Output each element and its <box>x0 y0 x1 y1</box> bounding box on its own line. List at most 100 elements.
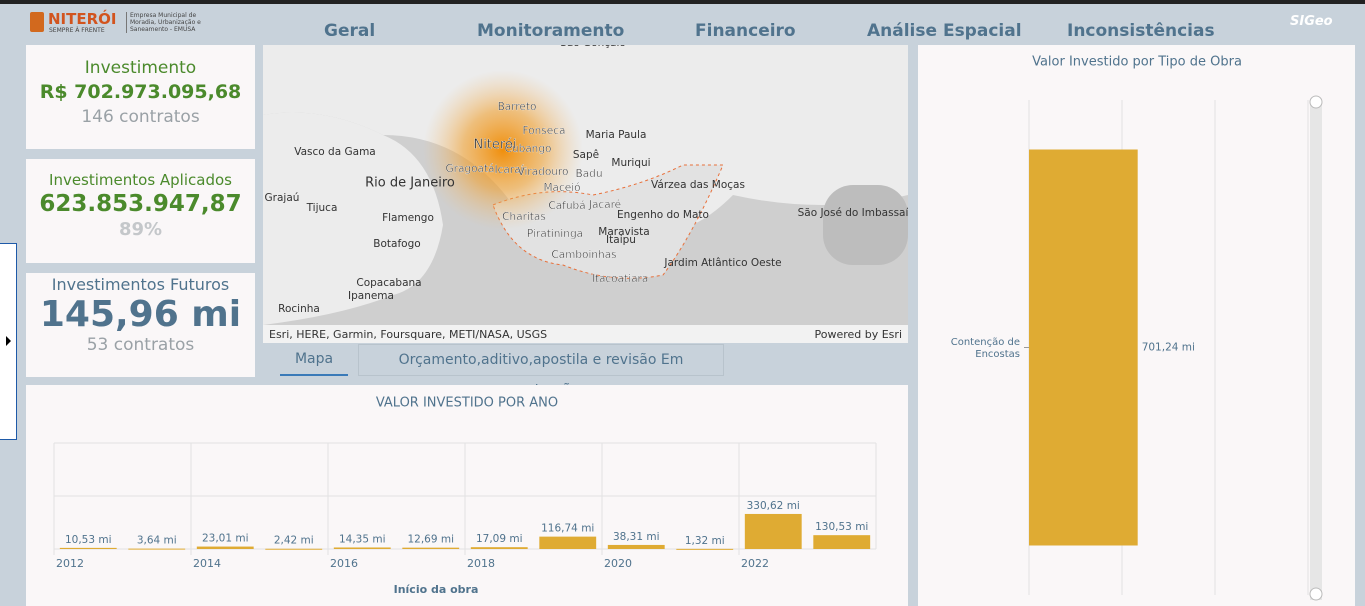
value-label: 38,31 mi <box>613 531 660 543</box>
map-label: Várzea das Moças <box>651 179 745 191</box>
x-tick-label: 2016 <box>330 557 358 570</box>
map-label: Botafogo <box>373 238 420 250</box>
tab[interactable]: Mapa <box>280 344 348 376</box>
chart-title: VALOR INVESTIDO POR ANO <box>376 396 558 411</box>
kpi-title: Investimento <box>84 58 197 78</box>
value-label: 14,35 mi <box>339 533 386 545</box>
nav-item[interactable]: Monitoramento <box>477 21 625 41</box>
map-label: Engenho do Mato <box>617 209 709 221</box>
map-label: Rocinha <box>278 303 320 315</box>
map-label: Camboinhas <box>551 249 616 261</box>
bar <box>607 544 665 549</box>
bar <box>333 547 391 549</box>
logo-org: Empresa Municipal de Moradia, Urbanizaçã… <box>126 12 210 33</box>
map-label: Icaraí <box>495 164 525 176</box>
map-label: Badu <box>576 168 603 180</box>
x-axis-label: Início da obra <box>394 583 479 596</box>
map-label: São José do Imbassaí <box>798 207 908 219</box>
map-label: Cafubá <box>548 200 585 212</box>
bar <box>470 547 528 549</box>
side-toggle[interactable] <box>0 243 17 440</box>
value-label: 10,53 mi <box>65 534 112 546</box>
powered-by: Powered by Esri <box>814 328 902 341</box>
kpi-title: Investimentos Aplicados <box>49 171 232 189</box>
chart-title: Valor Investido por Tipo de Obra <box>1032 55 1242 70</box>
attribution-bar <box>263 325 908 343</box>
land <box>263 45 908 231</box>
value-label: 130,53 mi <box>815 521 868 533</box>
type-chart: Valor Investido por Tipo de Obra 701,24 m… <box>918 45 1355 606</box>
map-label: Maceió <box>543 182 580 194</box>
map-label: Ipanema <box>348 290 394 302</box>
kpi-value: 623.853.947,87 <box>39 191 242 217</box>
map-label: Itacoatiara <box>592 273 649 285</box>
x-tick-label: 2012 <box>56 557 84 570</box>
map-label: Charitas <box>502 211 546 223</box>
bar <box>813 535 871 549</box>
map-label: São Gonçalo <box>560 45 626 49</box>
map-label: Itaipu <box>606 234 636 246</box>
map-label: Vasco da Gama <box>294 146 375 158</box>
value-label: 12,69 mi <box>407 534 454 546</box>
map-label: Maravista <box>598 226 649 238</box>
map-label: Copacabana <box>356 277 421 289</box>
bar <box>402 547 460 549</box>
map-label: Niterói <box>473 138 516 153</box>
value-label: 3,64 mi <box>137 535 177 547</box>
scroll-handle[interactable] <box>1309 95 1323 109</box>
kpi-sub: 89% <box>118 219 163 240</box>
bar <box>59 547 117 549</box>
nav-item[interactable]: Geral <box>324 21 376 41</box>
kpi-card: Investimentos Futuros 145,96 mi 53 contr… <box>26 273 255 377</box>
scrollbar[interactable] <box>1310 100 1322 600</box>
value-label: 116,74 mi <box>541 523 594 535</box>
map-label: Viradouro <box>518 166 569 178</box>
heatmap <box>423 70 583 230</box>
map-label: Jardim Atlântico Oeste <box>663 257 781 269</box>
map-label: Barreto <box>498 101 537 113</box>
bar <box>265 548 323 550</box>
lagoon <box>823 185 908 265</box>
map-label: Grajaú <box>265 192 300 204</box>
bar <box>744 513 802 549</box>
x-tick-label: 2018 <box>467 557 495 570</box>
top-border <box>0 0 1365 4</box>
nav-item[interactable]: Financeiro <box>695 21 796 41</box>
tab[interactable]: Orçamento,aditivo,apostila e revisão Em … <box>358 344 724 398</box>
map-label: Rio de Janeiro <box>365 176 455 191</box>
kpi-value: 145,96 mi <box>39 294 242 335</box>
map-label: Fonseca <box>523 125 566 137</box>
value-label: 1,32 mi <box>685 535 725 547</box>
x-tick-label: 2014 <box>193 557 221 570</box>
value-label: 2,42 mi <box>274 535 314 547</box>
value-label: 23,01 mi <box>202 533 249 545</box>
land <box>263 112 443 325</box>
kpi-card: Investimento R$ 702.973.095,68 146 contr… <box>26 45 255 149</box>
bar <box>128 548 186 550</box>
logo-title: NITERÓI <box>48 10 117 28</box>
bar <box>539 536 597 549</box>
bar <box>196 546 254 549</box>
map-label: Sapê <box>573 149 599 161</box>
nav-item[interactable]: Inconsistências <box>1067 21 1215 41</box>
kpi-sub: 53 contratos <box>86 335 195 355</box>
map-label: Muriqui <box>611 157 650 169</box>
bar-chart: VALOR INVESTIDO POR ANO 2012 10,53 mi 3,64 … <box>26 385 908 606</box>
nav-item[interactable]: Análise Espacial <box>867 21 1022 41</box>
map-label: Piratininga <box>527 228 583 240</box>
logo-icon <box>30 12 44 32</box>
value-label: 17,09 mi <box>476 533 523 545</box>
bar <box>1029 149 1138 546</box>
kpi-title: Investimentos Futuros <box>51 275 230 294</box>
logo-subtitle: SEMPRE À FRENTE <box>49 27 105 34</box>
attribution: Esri, HERE, Garmin, Foursquare, METI/NAS… <box>269 328 547 341</box>
map[interactable]: Esri, HERE, Garmin, Foursquare, METI/NAS… <box>263 45 908 343</box>
scroll-handle[interactable] <box>1309 587 1323 601</box>
map-label: Jacaré <box>588 199 621 211</box>
map-label: Gragoatá <box>446 163 495 175</box>
header: NITERÓI SEMPRE À FRENTE Empresa Municipa… <box>0 4 1365 44</box>
map-label: Flamengo <box>382 212 434 224</box>
map-label: Tijuca <box>306 202 338 214</box>
bar <box>676 548 734 550</box>
